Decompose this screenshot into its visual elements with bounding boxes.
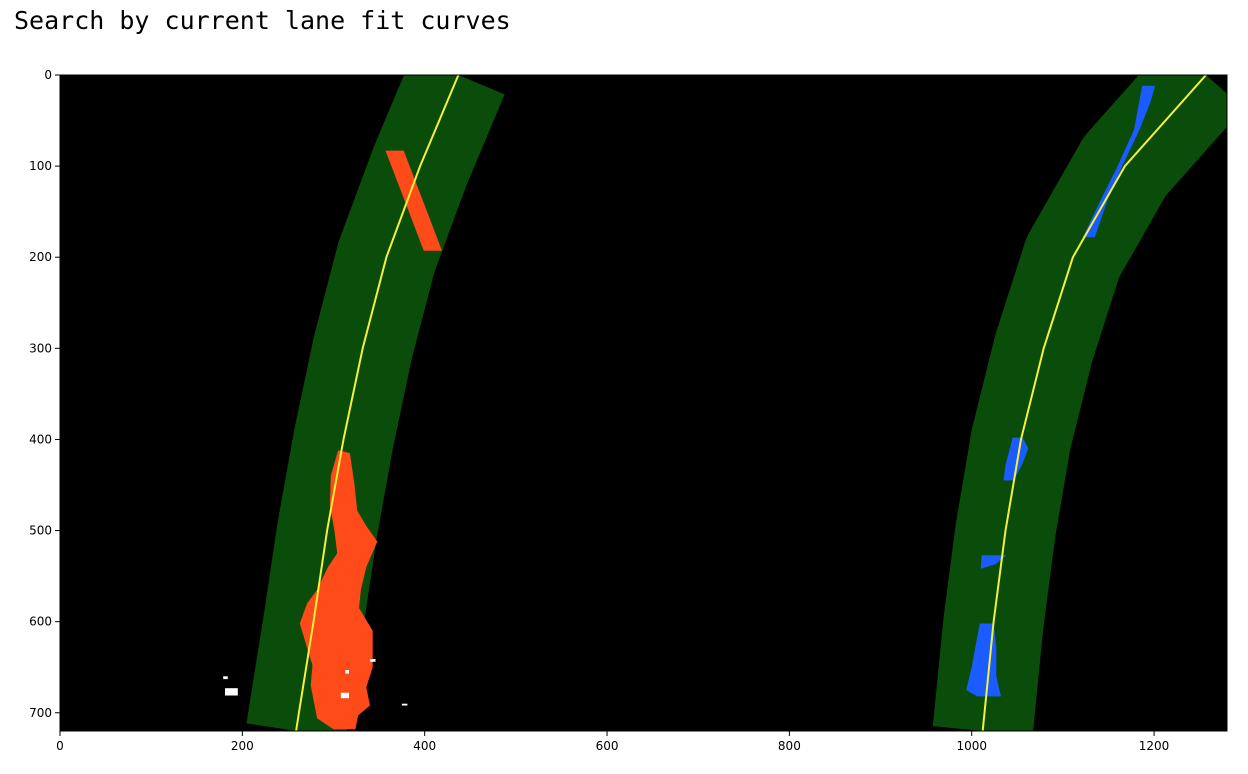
y-tick-label: 700: [29, 706, 52, 720]
axes-frame: [59, 74, 1228, 732]
x-tick-label: 800: [778, 739, 801, 753]
y-tick-label: 600: [29, 615, 52, 629]
noise-pixels: [340, 692, 349, 699]
right-lane-pixels: [1003, 437, 1029, 481]
y-tick-label: 200: [29, 250, 52, 264]
fit-curve-left: [295, 75, 460, 731]
right-lane-pixels: [980, 555, 1007, 569]
y-tick-label: 300: [29, 341, 52, 355]
y-tick-label: 100: [29, 159, 52, 173]
y-axis: 0 100 200 300 400 500 600 700: [29, 68, 60, 720]
left-lane-pixels: [299, 450, 378, 730]
fit-curve-right: [981, 75, 1207, 731]
x-tick-label: 0: [56, 739, 64, 753]
noise-pixels: [345, 670, 349, 674]
x-tick-label: 200: [231, 739, 254, 753]
x-tick-label: 1200: [1139, 739, 1170, 753]
plot-content: [223, 75, 1227, 731]
x-tick-label: 400: [413, 739, 436, 753]
right-lane-pixels: [1082, 85, 1155, 238]
y-tick-label: 400: [29, 432, 52, 446]
noise-pixels: [223, 676, 228, 680]
x-axis: 0 200 400 600 800 1000 1200: [56, 731, 1169, 753]
y-tick-label: 0: [44, 68, 52, 82]
left-lane-pixels: [385, 150, 442, 251]
noise-pixels: [401, 703, 408, 706]
x-tick-label: 600: [596, 739, 619, 753]
noise-pixels: [225, 688, 238, 696]
y-tick-label: 500: [29, 524, 52, 538]
noise-pixels: [370, 659, 376, 662]
page-title: Search by current lane fit curves: [14, 6, 511, 35]
x-tick-label: 1000: [956, 739, 987, 753]
